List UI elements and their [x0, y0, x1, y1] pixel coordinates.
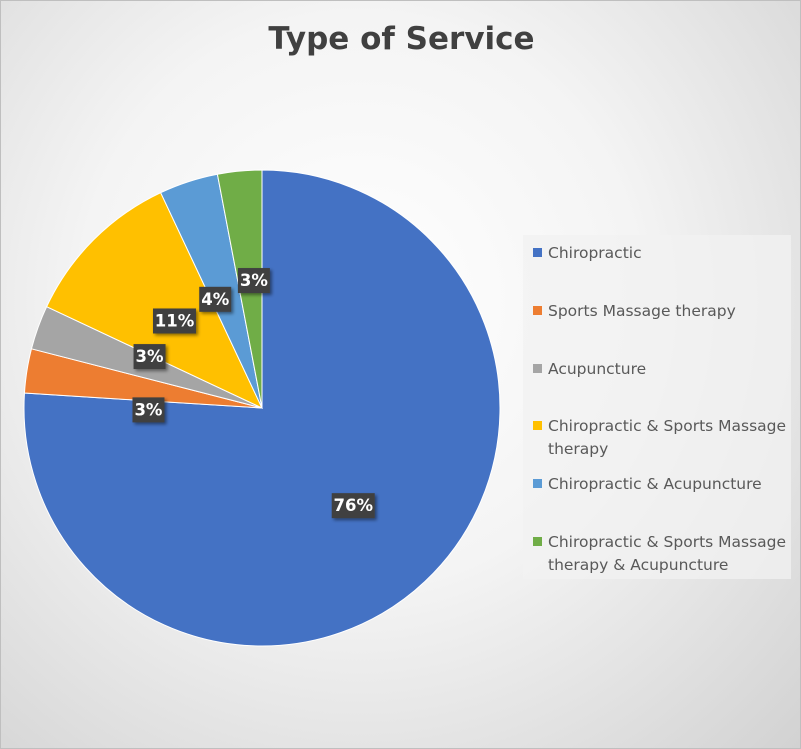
data-label-0: 76% — [331, 493, 375, 519]
legend-label: Chiropractic & Acupuncture — [548, 475, 762, 493]
svg-text:3%: 3% — [136, 347, 164, 366]
legend-item-4: Chiropractic & Acupuncture — [533, 473, 789, 496]
legend-label: Acupuncture — [548, 360, 647, 378]
chart-title: Type of Service — [268, 21, 535, 57]
legend-label: Chiropractic & Sports Massage therapy — [548, 417, 787, 458]
svg-text:3%: 3% — [134, 400, 162, 419]
legend-swatch — [533, 248, 542, 257]
legend-label: Chiropractic & Sports Massage therapy & … — [548, 533, 787, 574]
legend-item-5: Chiropractic & Sports Massage therapy & … — [533, 531, 789, 577]
legend-swatch — [533, 364, 542, 373]
data-label-2: 3% — [133, 344, 166, 370]
legend: Chiropractic Sports Massage therapy Acupun… — [523, 235, 791, 579]
data-label-4: 4% — [199, 286, 232, 312]
legend-swatch — [533, 537, 542, 546]
svg-text:3%: 3% — [240, 271, 268, 290]
legend-item-0: Chiropractic — [533, 242, 789, 265]
svg-text:4%: 4% — [201, 290, 229, 309]
data-label-1: 3% — [132, 397, 165, 423]
legend-item-3: Chiropractic & Sports Massage therapy — [533, 415, 789, 461]
pie-slice-3 — [45, 191, 264, 410]
data-label-5: 3% — [237, 268, 270, 294]
legend-item-2: Acupuncture — [533, 358, 789, 381]
svg-text:11%: 11% — [155, 311, 195, 330]
legend-swatch — [533, 421, 542, 430]
legend-swatch — [533, 306, 542, 315]
legend-swatch — [533, 479, 542, 488]
svg-text:76%: 76% — [333, 496, 373, 515]
legend-item-1: Sports Massage therapy — [533, 300, 789, 323]
pie-slice-0 — [23, 169, 501, 647]
data-label-3: 11% — [152, 308, 196, 334]
legend-label: Chiropractic — [548, 244, 642, 262]
legend-label: Sports Massage therapy — [548, 302, 736, 320]
